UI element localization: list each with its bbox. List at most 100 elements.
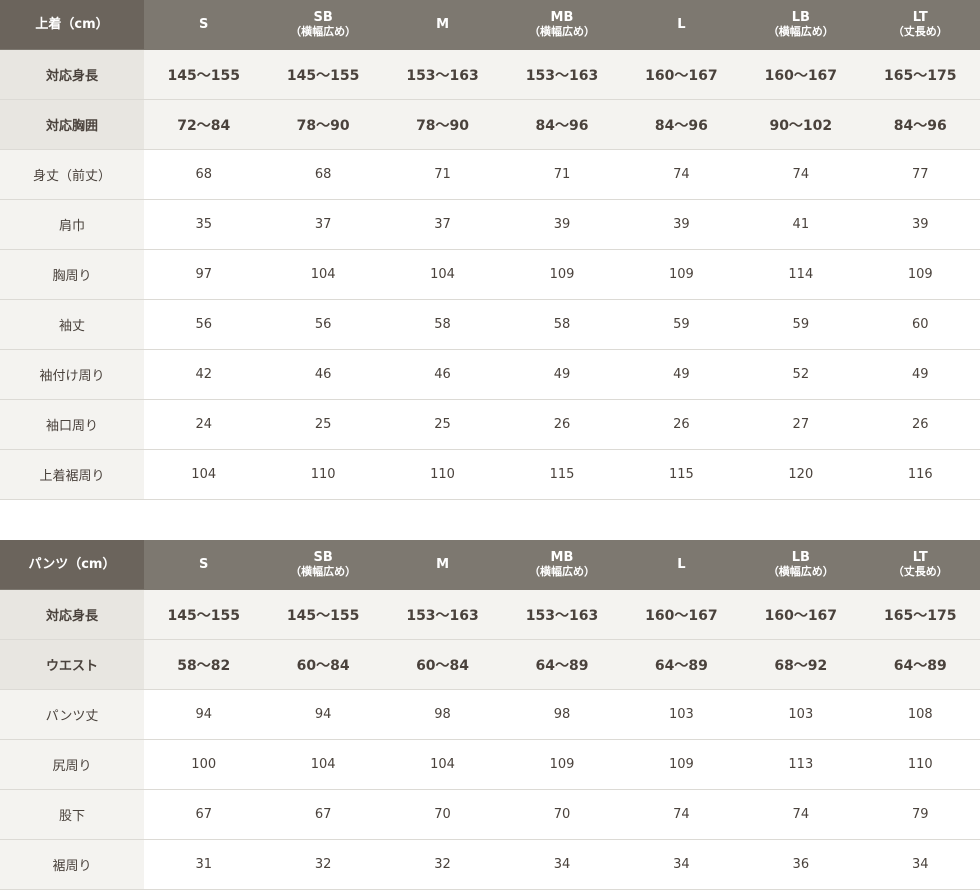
size-note: （横幅広め） [528, 564, 595, 578]
size-name: S [199, 16, 209, 32]
cell-value: 116 [860, 449, 980, 500]
size-header: M [382, 0, 503, 50]
table-gap [0, 500, 980, 540]
cell-value: 74 [621, 149, 742, 200]
cell-value: 153〜163 [502, 49, 622, 100]
size-name: SB [313, 549, 333, 565]
cell-value: 145〜155 [144, 49, 264, 100]
table-row: 袖付け周り 42 46 46 49 49 52 49 [0, 349, 980, 400]
size-name: L [677, 16, 686, 32]
table-row: 対応身長 145〜155 145〜155 153〜163 153〜163 160〜167 1… [0, 49, 980, 100]
table-title: 上着（cm） [0, 0, 144, 50]
cell-value: 98 [502, 689, 622, 740]
cell-value: 46 [382, 349, 503, 400]
cell-value: 39 [502, 199, 622, 250]
cell-value: 90〜102 [741, 99, 861, 150]
cell-value: 72〜84 [144, 99, 264, 150]
cell-value: 24 [144, 399, 264, 450]
table-row: 胸周り 97 104 104 109 109 114 109 [0, 249, 980, 300]
cell-value: 58〜82 [144, 639, 264, 690]
cell-value: 120 [741, 449, 861, 500]
size-header: LB （横幅広め） [741, 540, 861, 590]
cell-value: 109 [502, 739, 622, 790]
row-label: 対応胸囲 [0, 99, 144, 150]
size-note: （横幅広め） [528, 24, 595, 38]
cell-value: 32 [263, 839, 383, 890]
cell-value: 49 [621, 349, 742, 400]
header-row: 上着（cm） S SB （横幅広め） M MB （横幅広め） L LB （横幅広め） LT （丈長め） [0, 0, 980, 50]
size-header: LT （丈長め） [860, 0, 980, 50]
size-name: LT [912, 549, 928, 565]
cell-value: 153〜163 [382, 589, 503, 640]
row-label: 股下 [0, 789, 144, 840]
row-label: 裾周り [0, 839, 144, 890]
row-label: 身丈（前丈） [0, 149, 144, 200]
size-note: （横幅広め） [767, 24, 834, 38]
row-label: ウエスト [0, 639, 144, 690]
cell-value: 165〜175 [860, 49, 980, 100]
cell-value: 39 [860, 199, 980, 250]
cell-value: 78〜90 [382, 99, 503, 150]
cell-value: 100 [144, 739, 264, 790]
size-note: （横幅広め） [767, 564, 834, 578]
pants-size-table: パンツ（cm） S SB （横幅広め） M MB （横幅広め） L LB （横幅広め） LT （丈長め… [0, 540, 980, 890]
cell-value: 84〜96 [502, 99, 622, 150]
cell-value: 110 [382, 449, 503, 500]
cell-value: 34 [860, 839, 980, 890]
cell-value: 71 [502, 149, 622, 200]
cell-value: 26 [502, 399, 622, 450]
cell-value: 115 [502, 449, 622, 500]
table-row: パンツ丈 94 94 98 98 103 103 108 [0, 689, 980, 740]
size-header: S [144, 0, 264, 50]
cell-value: 37 [382, 199, 503, 250]
size-header: SB （横幅広め） [263, 0, 383, 50]
table-row: 尻周り 100 104 104 109 109 113 110 [0, 739, 980, 790]
cell-value: 49 [502, 349, 622, 400]
cell-value: 64〜89 [621, 639, 742, 690]
cell-value: 58 [382, 299, 503, 350]
row-label: 上着裾周り [0, 449, 144, 500]
cell-value: 42 [144, 349, 264, 400]
size-header: LT （丈長め） [860, 540, 980, 590]
table-title: パンツ（cm） [0, 540, 144, 590]
cell-value: 52 [741, 349, 861, 400]
size-header: M [382, 540, 503, 590]
cell-value: 108 [860, 689, 980, 740]
cell-value: 160〜167 [741, 49, 861, 100]
cell-value: 25 [382, 399, 503, 450]
cell-value: 104 [263, 739, 383, 790]
cell-value: 109 [502, 249, 622, 300]
size-name: MB [550, 9, 574, 25]
cell-value: 110 [263, 449, 383, 500]
cell-value: 56 [263, 299, 383, 350]
cell-value: 153〜163 [382, 49, 503, 100]
cell-value: 94 [263, 689, 383, 740]
cell-value: 49 [860, 349, 980, 400]
cell-value: 114 [741, 249, 861, 300]
header-row: パンツ（cm） S SB （横幅広め） M MB （横幅広め） L LB （横幅広め） LT （丈長め… [0, 540, 980, 590]
cell-value: 32 [382, 839, 503, 890]
cell-value: 160〜167 [621, 49, 742, 100]
table-row: 対応胸囲 72〜84 78〜90 78〜90 84〜96 84〜96 90〜102 84〜96 [0, 99, 980, 150]
cell-value: 68 [144, 149, 264, 200]
table-row: 裾周り 31 32 32 34 34 36 34 [0, 839, 980, 890]
cell-value: 60 [860, 299, 980, 350]
cell-value: 160〜167 [741, 589, 861, 640]
jacket-size-table: 上着（cm） S SB （横幅広め） M MB （横幅広め） L LB （横幅広め） LT （丈長め）… [0, 0, 980, 500]
row-label: 袖付け周り [0, 349, 144, 400]
size-header: MB （横幅広め） [502, 0, 622, 50]
cell-value: 77 [860, 149, 980, 200]
cell-value: 78〜90 [263, 99, 383, 150]
size-name: LB [791, 9, 810, 25]
size-name: MB [550, 549, 574, 565]
size-note: （丈長め） [892, 24, 948, 38]
cell-value: 68 [263, 149, 383, 200]
table-row: 身丈（前丈） 68 68 71 71 74 74 77 [0, 149, 980, 200]
size-name: LB [791, 549, 810, 565]
row-label: 尻周り [0, 739, 144, 790]
cell-value: 70 [382, 789, 503, 840]
cell-value: 25 [263, 399, 383, 450]
cell-value: 60〜84 [382, 639, 503, 690]
size-header: LB （横幅広め） [741, 0, 861, 50]
size-name: S [199, 556, 209, 572]
